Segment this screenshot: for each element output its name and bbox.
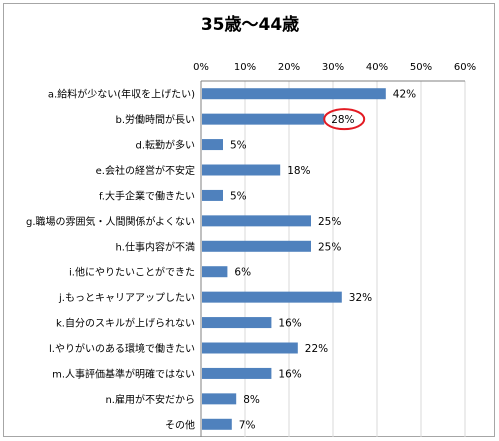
highlight [323, 108, 366, 131]
value-label: 16% [278, 368, 301, 380]
x-tick-label: 40% [366, 62, 388, 73]
category-label: d.転勤が多い [135, 139, 195, 152]
gridlines [200, 80, 466, 437]
bar [202, 291, 342, 303]
bar [202, 317, 272, 329]
value-label: 5% [230, 140, 247, 152]
bar-chart: 35歳～44歳 0% 10% 20% 30% 40% 50% 60% a.給料が少ない(年収… [26, 14, 476, 437]
bar [202, 189, 223, 201]
category-label: n.雇用が不安だから [105, 393, 195, 406]
value-label: 18% [287, 165, 310, 177]
x-tick-label: 10% [234, 62, 256, 73]
value-label: 8% [243, 394, 260, 406]
bar [202, 393, 237, 405]
category-label: a.給料が少ない(年収を上げたい) [48, 88, 195, 101]
value-label: 28% [331, 114, 354, 126]
bar [202, 215, 311, 227]
x-tick-label: 50% [410, 62, 432, 73]
value-label: 5% [230, 190, 247, 202]
value-label: 32% [349, 292, 372, 304]
bars [202, 88, 386, 430]
bar [202, 342, 298, 354]
value-label: 25% [318, 216, 341, 228]
value-label: 25% [318, 241, 341, 253]
bar [202, 113, 325, 125]
x-tick-label: 20% [278, 62, 300, 73]
category-label: m.人事評価基準が明確ではない [52, 367, 195, 380]
value-labels: 42% 28% 5% 18% 5% 25% 25% 6% 32% 16% 22% 16% 8% 7% [230, 89, 416, 432]
x-axis-ticks: 0% 10% 20% 30% 40% 50% 60% [193, 62, 476, 73]
category-label: i.他にやりたいことができた [69, 266, 195, 279]
bar [202, 266, 228, 278]
chart-title: 35歳～44歳 [201, 14, 299, 35]
value-label: 16% [278, 318, 301, 330]
bar [202, 88, 386, 100]
category-label: その他 [165, 418, 195, 431]
category-label: b.労働時間が長い [115, 113, 195, 126]
category-label: l.やりがいのある環境で働きたい [49, 342, 195, 355]
category-label: k.自分のスキルが上げられない [56, 317, 195, 330]
bar [202, 240, 311, 252]
category-label: g.職場の雰囲気・人間関係がよくない [26, 215, 195, 228]
bar [202, 164, 281, 176]
x-tick-label: 60% [454, 62, 476, 73]
category-label: e.会社の経営が不安定 [96, 164, 195, 177]
value-label: 42% [393, 89, 416, 101]
category-labels: a.給料が少ない(年収を上げたい) b.労働時間が長い d.転勤が多い e.会社の経営… [26, 88, 195, 432]
value-label: 7% [239, 419, 256, 431]
bar [202, 139, 223, 151]
chart-frame: 35歳～44歳 0% 10% 20% 30% 40% 50% 60% a.給料が少ない(年収… [3, 3, 495, 437]
category-label: h.仕事内容が不満 [115, 240, 195, 253]
category-label: j.もっとキャリアアップしたい [58, 292, 195, 304]
highlight-circle [323, 108, 366, 131]
value-label: 6% [234, 267, 251, 279]
bar [202, 418, 232, 430]
x-tick-label: 30% [322, 62, 344, 73]
value-label: 22% [305, 343, 328, 355]
bar [202, 367, 272, 379]
x-tick-label: 0% [193, 62, 209, 73]
category-label: f.大手企業で働きたい [99, 189, 195, 202]
